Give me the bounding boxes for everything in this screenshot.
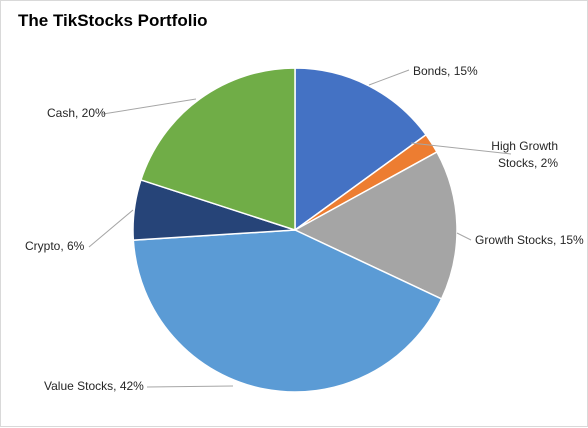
leader-line [88, 209, 134, 248]
pie-slice-value-stocks [132, 229, 443, 393]
data-label: Cash, 20% [47, 106, 106, 120]
data-label: Value Stocks, 42% [44, 379, 144, 393]
data-label: Bonds, 15% [413, 64, 478, 78]
leader-line [102, 98, 197, 115]
data-label: Growth Stocks, 15% [475, 233, 584, 247]
data-label: Crypto, 6% [25, 239, 85, 253]
leader-line [146, 385, 234, 388]
leader-line [456, 232, 472, 241]
leader-line [410, 142, 512, 155]
chart-title: The TikStocks Portfolio [18, 11, 208, 30]
leader-line [368, 69, 410, 86]
pie-slice-bonds [294, 67, 428, 232]
pie-slice-growth-stocks [293, 150, 458, 300]
pie-slice-cash [139, 67, 296, 232]
data-label: High Growth Stocks, 2% [491, 139, 558, 170]
